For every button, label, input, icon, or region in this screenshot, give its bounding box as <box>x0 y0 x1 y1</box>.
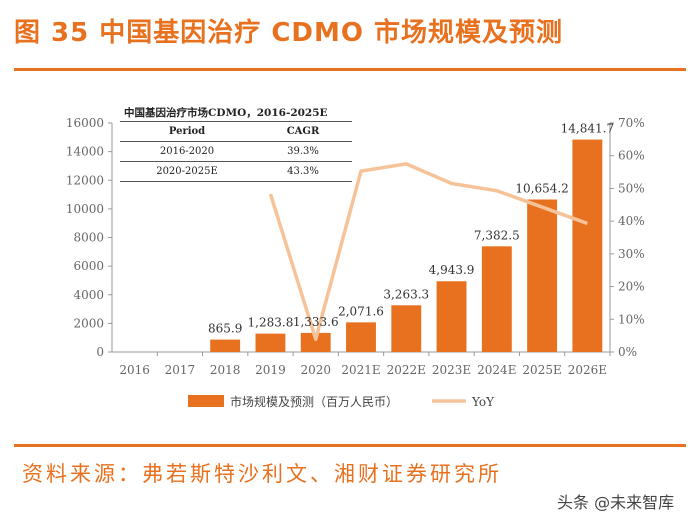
bar <box>436 281 467 352</box>
source-note: 资料来源：弗若斯特沙利文、湘财证券研究所 <box>22 462 502 486</box>
x-tick-label: 2025E <box>522 363 561 377</box>
source-divider <box>14 444 686 447</box>
y-left-tick-label: 6000 <box>73 259 104 273</box>
bar-data-label: 10,654.2 <box>515 182 568 196</box>
cagr-table-title: 中国基因治疗市场CDMO，2016-2025E <box>124 107 328 119</box>
cagr-period: 2020-2025E <box>156 166 218 177</box>
title-divider <box>14 68 686 71</box>
x-tick-label: 2018 <box>210 363 241 377</box>
bar <box>210 339 241 352</box>
bar-data-label: 2,071.6 <box>338 304 384 318</box>
bar <box>527 199 558 352</box>
x-tick-label: 2016 <box>119 363 150 377</box>
y-left-tick-label: 4000 <box>73 288 104 302</box>
bar <box>572 139 603 352</box>
x-tick-label: 2023E <box>432 363 471 377</box>
y-left-tick-label: 14000 <box>66 145 104 159</box>
y-left-tick-label: 10000 <box>66 202 104 216</box>
x-tick-label: 2019 <box>255 363 286 377</box>
y-left-tick-label: 2000 <box>73 316 104 330</box>
cagr-table-row: 2020-2025E 43.3% <box>120 161 352 182</box>
cagr-table-row: 2016-2020 39.3% <box>120 141 352 161</box>
legend-bar-swatch <box>188 395 224 407</box>
bar-data-label: 1,333.6 <box>293 315 339 329</box>
cagr-table-header: Period CAGR <box>120 121 352 141</box>
x-tick-label: 2017 <box>165 363 196 377</box>
cagr-period: 2016-2020 <box>159 146 215 157</box>
x-tick-label: 2026E <box>568 363 607 377</box>
legend-bar-label: 市场规模及预测（百万人民币） <box>230 394 398 409</box>
cagr-value: 43.3% <box>287 166 319 177</box>
bar-data-label: 4,943.9 <box>429 263 475 277</box>
bar-data-label: 3,263.3 <box>383 287 429 301</box>
y-right-tick-label: 60% <box>618 149 645 163</box>
y-right-tick-label: 0% <box>618 345 637 359</box>
bar-data-label: 7,382.5 <box>474 228 520 242</box>
y-left-tick-label: 12000 <box>66 173 104 187</box>
cagr-header-period: Period <box>168 126 206 137</box>
cagr-header-cagr: CAGR <box>286 126 320 137</box>
y-left-tick-label: 8000 <box>73 231 104 245</box>
y-right-tick-label: 10% <box>618 312 645 326</box>
bar-data-label: 1,283.8 <box>248 316 294 330</box>
y-right-tick-label: 50% <box>618 181 645 195</box>
legend-line-label: YoY <box>471 395 495 409</box>
bar <box>255 333 286 352</box>
cagr-value: 39.3% <box>287 146 319 157</box>
bar-data-label: 14,841.7 <box>561 122 614 136</box>
cagr-table: 中国基因治疗市场CDMO，2016-2025E Period CAGR 2016… <box>120 105 352 182</box>
x-tick-label: 2024E <box>477 363 516 377</box>
y-right-tick-label: 70% <box>618 116 645 130</box>
y-left-tick-label: 16000 <box>66 116 104 130</box>
x-tick-label: 2022E <box>387 363 426 377</box>
chart-title: 图 35 中国基因治疗 CDMO 市场规模及预测 <box>14 18 564 48</box>
bar <box>300 332 331 352</box>
y-right-tick-label: 30% <box>618 247 645 261</box>
y-right-tick-label: 40% <box>618 214 645 228</box>
x-tick-label: 2021E <box>341 363 380 377</box>
chart-canvas: 0 2000 4000 6000 8000 10000 12000 14000 16000 0% 1… <box>66 116 645 409</box>
yoy-line <box>268 162 588 341</box>
x-tick-label: 2020 <box>300 363 331 377</box>
y-left-tick-label: 0 <box>96 345 104 359</box>
bar-data-label: 865.9 <box>208 322 242 336</box>
bar <box>391 305 422 352</box>
bar <box>346 322 376 352</box>
y-right-tick-label: 20% <box>618 280 645 294</box>
watermark: 头条 @未来智库 <box>557 493 675 512</box>
bar <box>481 246 512 352</box>
